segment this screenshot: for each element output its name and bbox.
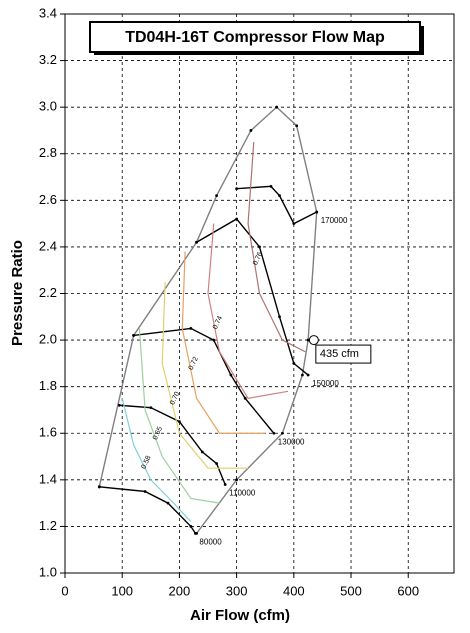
data-point bbox=[166, 501, 170, 505]
x-tick-label: 200 bbox=[169, 583, 191, 598]
data-point bbox=[132, 334, 136, 337]
data-point bbox=[235, 478, 239, 482]
efficiency-contour bbox=[247, 142, 306, 353]
data-point bbox=[149, 406, 153, 410]
data-point bbox=[178, 420, 181, 424]
y-tick-label: 1.8 bbox=[39, 378, 57, 393]
x-tick-label: 300 bbox=[226, 583, 248, 598]
data-point bbox=[306, 338, 310, 342]
data-point bbox=[306, 373, 310, 377]
efficiency-contour bbox=[121, 398, 192, 523]
speed-line bbox=[119, 404, 226, 485]
speed-line bbox=[98, 106, 278, 487]
y-tick-label: 3.4 bbox=[39, 5, 57, 20]
data-point bbox=[235, 187, 239, 191]
y-tick-label: 1.6 bbox=[39, 425, 57, 440]
efficiency-contour bbox=[207, 223, 289, 399]
title-shadow bbox=[420, 26, 424, 55]
data-point bbox=[278, 194, 281, 198]
annotation-box bbox=[315, 344, 372, 364]
data-point bbox=[292, 361, 296, 365]
y-axis-label: Pressure Ratio bbox=[9, 240, 26, 346]
data-point bbox=[143, 490, 147, 493]
data-point bbox=[278, 315, 281, 319]
y-tick-label: 2.8 bbox=[39, 145, 57, 160]
data-point bbox=[280, 431, 284, 435]
data-point bbox=[235, 217, 239, 221]
speed-line bbox=[133, 327, 275, 434]
x-tick-label: 100 bbox=[111, 583, 133, 598]
y-tick-label: 1.2 bbox=[39, 518, 57, 533]
speed-label: 80000 bbox=[199, 538, 222, 547]
data-point bbox=[212, 338, 216, 342]
data-point bbox=[315, 210, 319, 214]
data-point bbox=[200, 450, 204, 454]
speed-label: 150000 bbox=[312, 379, 339, 388]
data-point bbox=[215, 462, 218, 465]
title-box bbox=[89, 21, 421, 53]
data-point bbox=[189, 327, 193, 330]
data-point bbox=[194, 532, 197, 535]
annotation-label: 435 cfm bbox=[320, 348, 359, 360]
data-point bbox=[269, 184, 273, 188]
annotation-point bbox=[308, 335, 319, 346]
data-point bbox=[249, 129, 253, 132]
x-tick-label: 400 bbox=[283, 583, 305, 598]
data-point bbox=[292, 222, 296, 226]
title-shadow bbox=[94, 52, 424, 55]
speed-label: 130000 bbox=[278, 437, 305, 446]
y-tick-label: 3.0 bbox=[39, 99, 57, 114]
efficiency-contour bbox=[138, 328, 220, 504]
speed-label: 170000 bbox=[321, 216, 348, 225]
x-axis-label: Air Flow (cfm) bbox=[190, 607, 290, 624]
y-tick-label: 2.0 bbox=[39, 332, 57, 347]
data-point bbox=[301, 373, 304, 377]
x-tick-label: 0 bbox=[61, 583, 68, 598]
y-tick-label: 2.4 bbox=[39, 238, 57, 253]
speed-label: 110000 bbox=[229, 489, 256, 498]
data-point bbox=[97, 485, 101, 489]
plot-frame bbox=[64, 13, 455, 574]
y-tick-label: 2.6 bbox=[39, 192, 57, 207]
data-point bbox=[215, 194, 218, 198]
data-point bbox=[272, 431, 276, 435]
speed-line bbox=[196, 218, 309, 376]
data-point bbox=[295, 124, 299, 128]
data-point bbox=[223, 483, 227, 486]
data-point bbox=[195, 240, 198, 244]
x-tick-label: 500 bbox=[340, 583, 362, 598]
data-point bbox=[117, 403, 121, 407]
title-group: TD04H-16T Compressor Flow Map bbox=[89, 21, 424, 55]
efficiency-contour bbox=[181, 251, 266, 434]
y-tick-label: 2.2 bbox=[39, 285, 57, 300]
data-point bbox=[258, 245, 261, 249]
y-tick-label: 1.4 bbox=[39, 471, 57, 486]
efficiency-contour bbox=[161, 281, 249, 469]
x-tick-label: 600 bbox=[397, 583, 419, 598]
data-point bbox=[275, 105, 279, 109]
chart-title: TD04H-16T Compressor Flow Map bbox=[125, 29, 385, 46]
data-point bbox=[189, 525, 193, 528]
data-point bbox=[229, 373, 233, 377]
y-tick-label: 1.0 bbox=[39, 564, 57, 579]
y-tick-label: 3.2 bbox=[39, 52, 57, 67]
speed-line bbox=[196, 106, 318, 534]
data-point bbox=[243, 396, 247, 400]
